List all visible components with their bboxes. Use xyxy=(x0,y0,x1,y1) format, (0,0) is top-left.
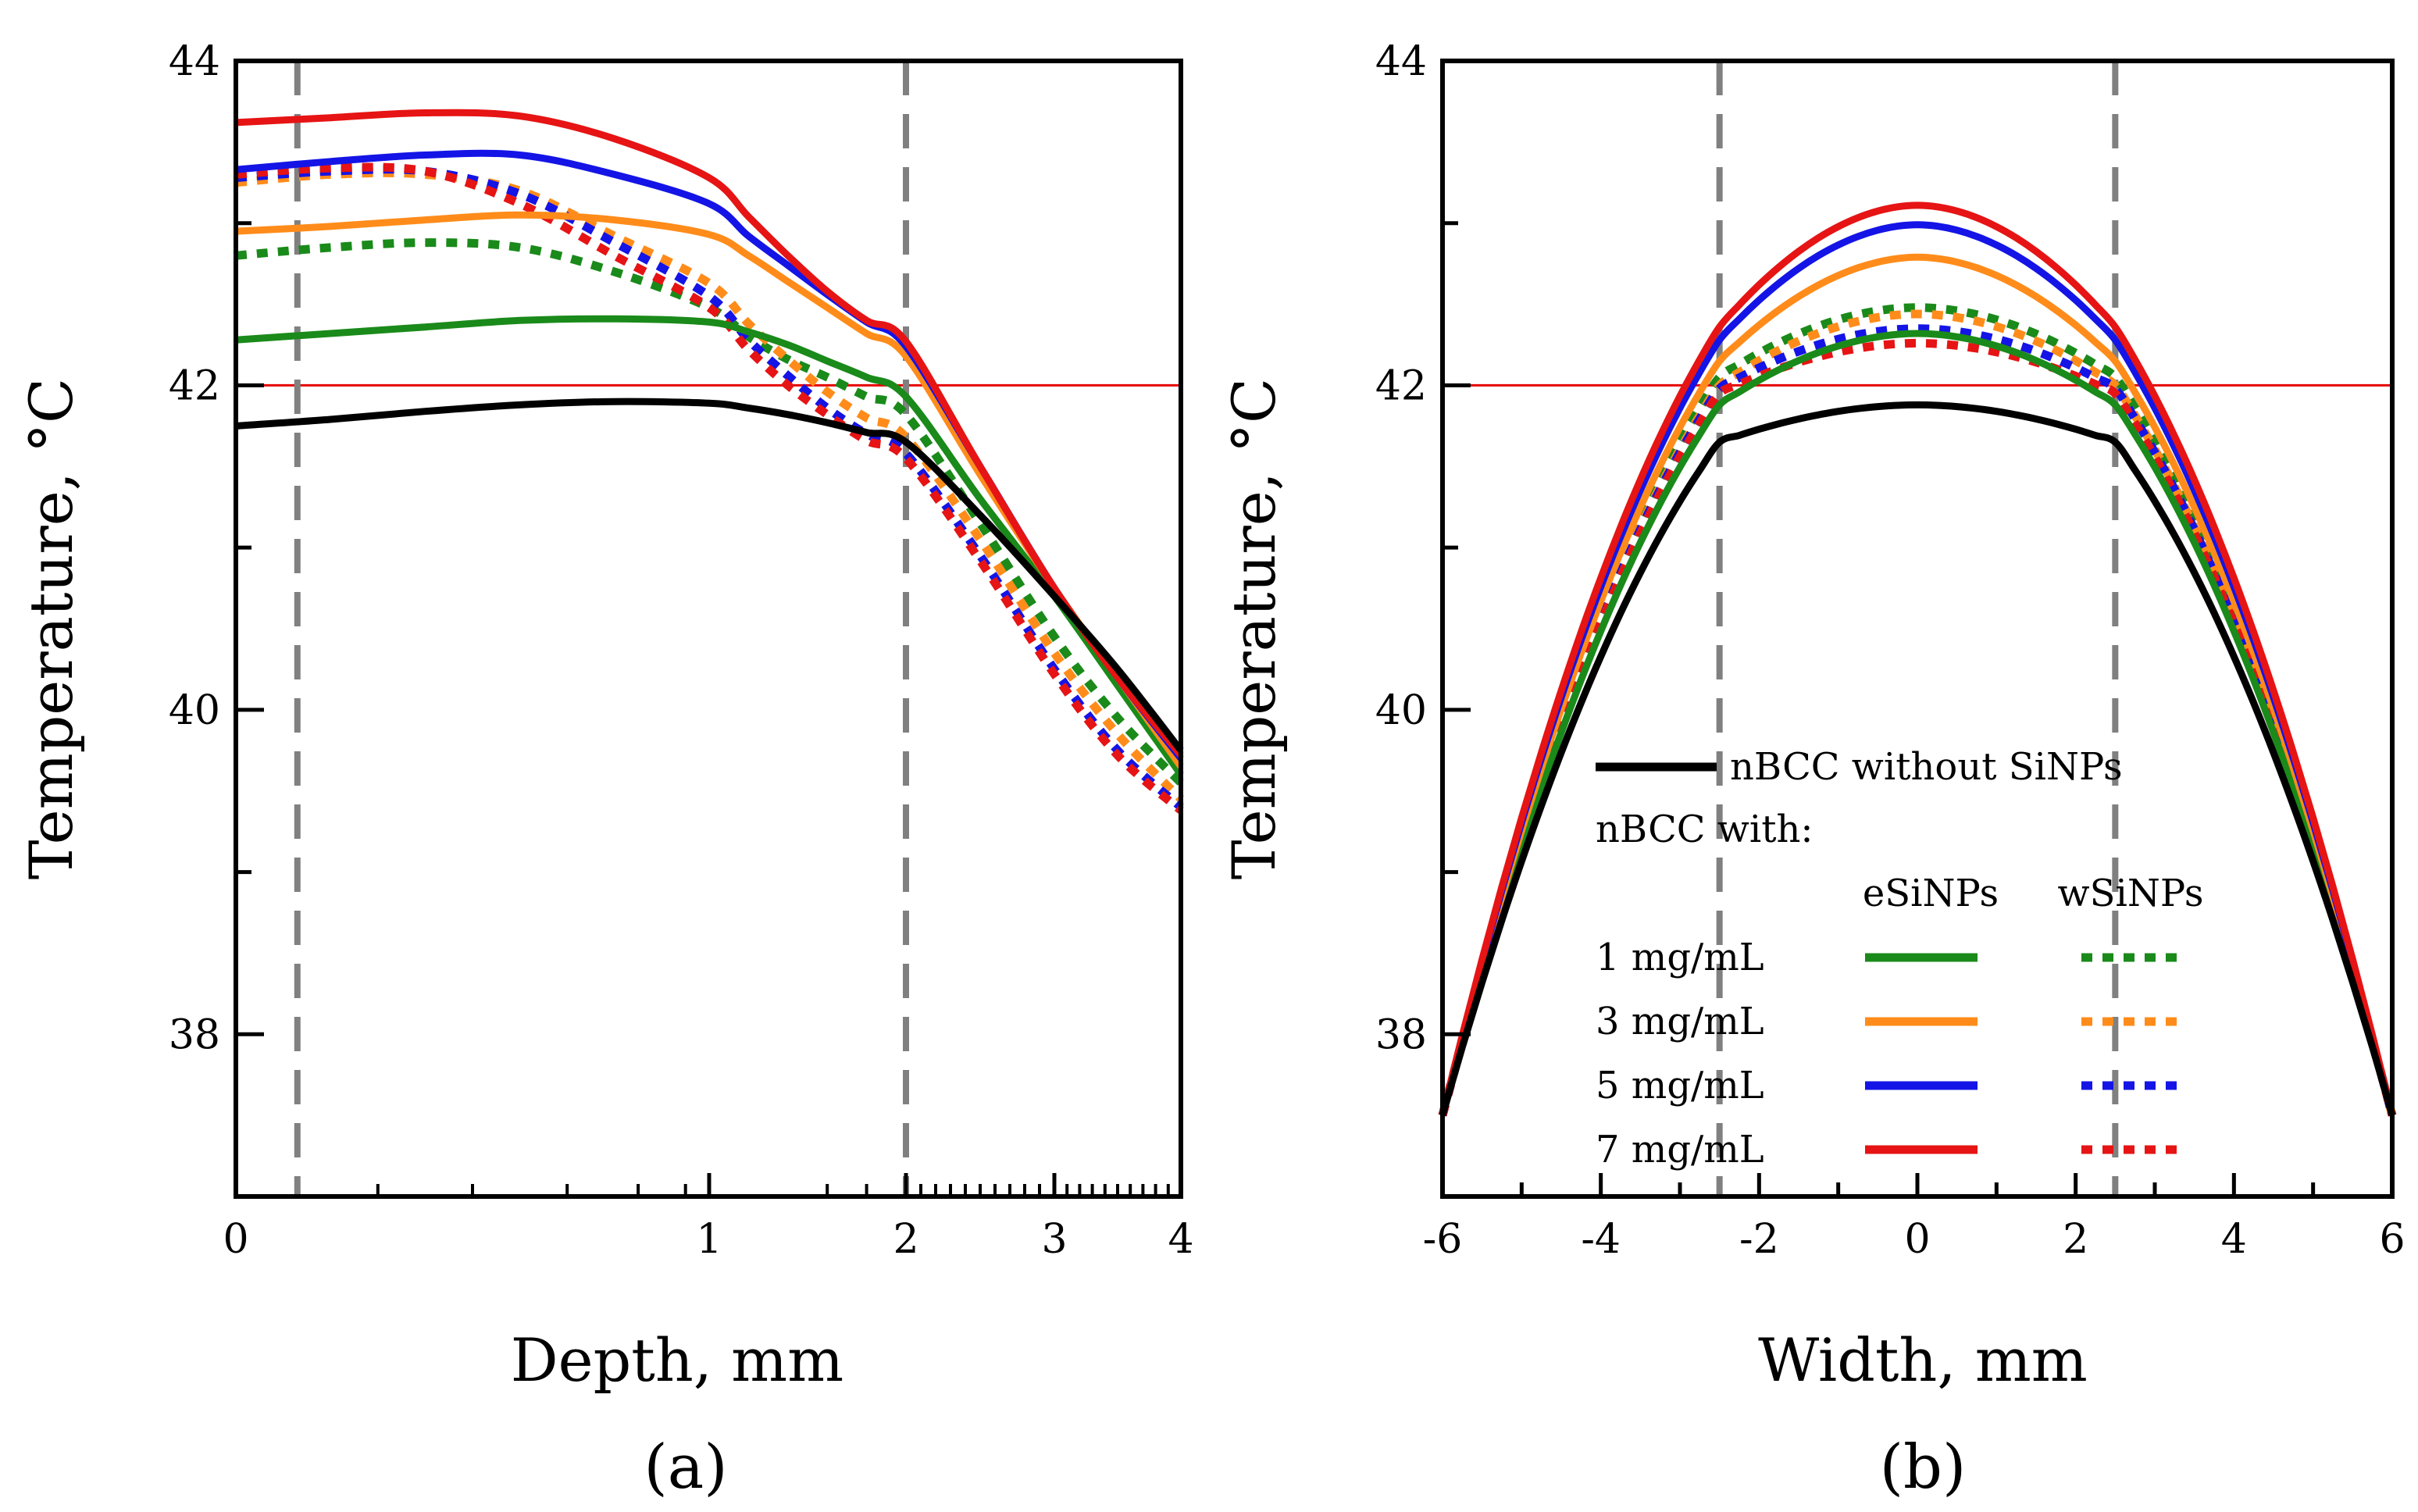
series-a-nbcc-without-sinps xyxy=(235,398,1184,753)
x-tick-label-a: 4 xyxy=(1168,1216,1193,1263)
legend-row-label: 5 mg/mL xyxy=(1596,1064,1764,1107)
x-tick-label-b: -4 xyxy=(1581,1216,1621,1263)
x-tick-label-b: 6 xyxy=(2379,1216,2405,1263)
panel-b: 38 40 42 44 -6 -4 -2 0 2 4 6 Temperature, °C Width… xyxy=(1219,38,2406,1503)
series-b-5-mg-ml-wsinps xyxy=(1438,324,2397,1117)
series-b-nbcc-without-sinps xyxy=(1439,401,2396,1117)
legend-row-label: 1 mg/mL xyxy=(1596,936,1764,979)
y-tick-label-b: 40 xyxy=(1375,687,1427,734)
plot-area-a xyxy=(236,61,1181,1196)
series-a-7-mg-ml-wsinps xyxy=(235,162,1184,814)
y-tick-label-b: 42 xyxy=(1375,362,1427,409)
x-tick-label-a: 3 xyxy=(1041,1216,1067,1263)
legend-header-esinps: eSiNPs xyxy=(1863,872,1999,915)
series-a-7-mg-ml-esinps xyxy=(235,109,1184,758)
x-tick-label-a: 2 xyxy=(893,1216,918,1263)
y-tick-label-a: 38 xyxy=(169,1011,220,1058)
legend-row-label: 3 mg/mL xyxy=(1596,1000,1764,1043)
x-tick-label-b: -2 xyxy=(1739,1216,1779,1263)
panel-label-a: (a) xyxy=(644,1432,727,1503)
series-b-3-mg-ml-wsinps xyxy=(1438,309,2397,1117)
y-tick-label-a: 44 xyxy=(169,38,220,85)
legend-label-baseline: nBCC without SiNPs xyxy=(1730,745,2123,789)
x-tick-label-b: 0 xyxy=(1904,1216,1930,1263)
series-a-1-mg-ml-wsinps xyxy=(235,238,1184,786)
series-b-7-mg-ml-esinps xyxy=(1439,201,2396,1117)
y-axis-title-a: Temperature, °C xyxy=(16,378,86,879)
panel-label-b: (b) xyxy=(1880,1432,1967,1503)
y-tick-label-a: 40 xyxy=(169,687,220,734)
x-axis-title-a: Depth, mm xyxy=(511,1325,844,1395)
y-tick-label-b: 38 xyxy=(1375,1011,1427,1058)
legend-header-wsinps: wSiNPs xyxy=(2058,872,2204,915)
legend-label-with: nBCC with: xyxy=(1596,808,1814,851)
x-tick-label-b: 2 xyxy=(2063,1216,2088,1263)
x-tick-label-b: 4 xyxy=(2221,1216,2247,1263)
y-tick-label-a: 42 xyxy=(169,362,220,409)
x-tick-label-a: 0 xyxy=(223,1216,248,1263)
y-axis-title-b: Temperature, °C xyxy=(1219,378,1289,879)
x-axis-title-b: Width, mm xyxy=(1758,1325,2088,1395)
series-b-1-mg-ml-esinps xyxy=(1439,330,2396,1117)
series-b-3-mg-ml-esinps xyxy=(1439,253,2396,1117)
x-tick-label-a: 1 xyxy=(696,1216,722,1263)
y-tick-label-b: 44 xyxy=(1375,38,1427,85)
legend-row-label: 7 mg/mL xyxy=(1596,1128,1764,1171)
x-tick-label-b: -6 xyxy=(1423,1216,1463,1263)
legend: nBCC without SiNPs nBCC with: eSiNPs wSi… xyxy=(1596,745,2203,1171)
